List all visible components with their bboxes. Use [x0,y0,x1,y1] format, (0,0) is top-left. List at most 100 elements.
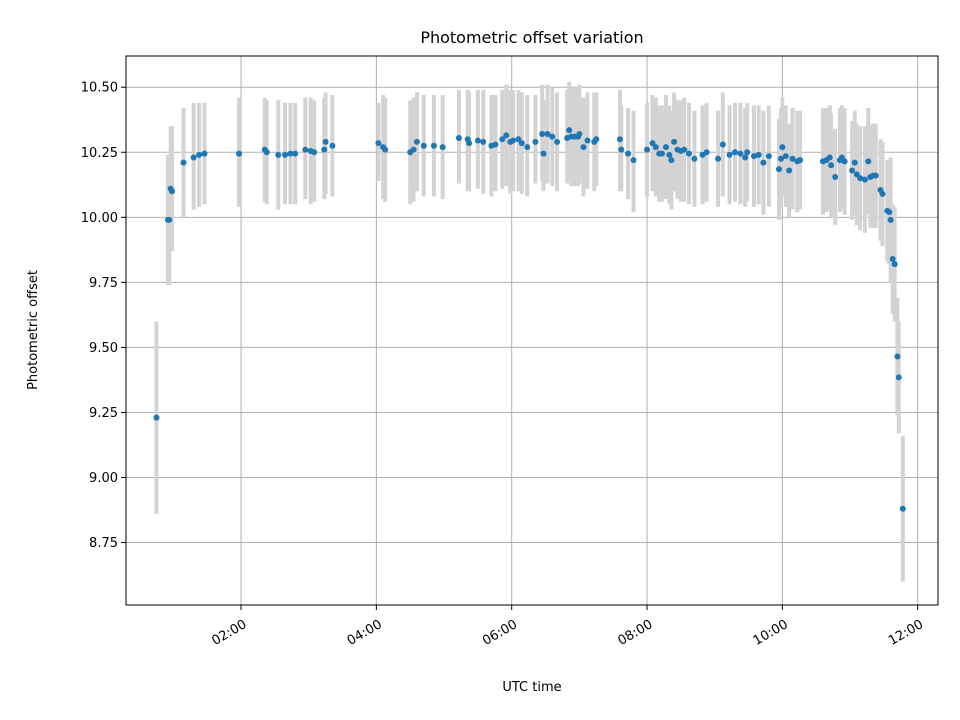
data-point [889,255,896,262]
data-point [630,157,637,164]
data-point [662,144,669,151]
data-point [685,150,692,157]
data-point [169,188,176,195]
data-point [532,138,539,145]
data-point [236,150,243,157]
data-point [566,127,573,134]
y-tick-label: 10.50 [81,81,118,96]
data-point [755,151,762,158]
data-point [894,353,901,360]
data-point [322,138,329,145]
data-point [786,167,793,174]
data-point [789,155,796,162]
y-tick-label: 10.00 [81,211,118,226]
x-axis-label: UTC time [502,680,561,695]
data-point [671,138,678,145]
data-point [196,151,203,158]
data-point [544,131,551,138]
data-point [841,158,848,165]
data-point [263,149,270,156]
data-point [796,157,803,164]
data-point [618,146,625,153]
data-point [765,153,772,160]
data-point [554,138,561,145]
data-point [474,137,481,144]
data-point [540,150,547,157]
data-point [782,153,789,160]
data-point [899,505,906,512]
data-point [420,142,427,149]
axes-frame [125,55,939,606]
data-point [737,150,744,157]
data-point [576,131,583,138]
grid [126,56,938,605]
data-point [779,144,786,151]
data-point [292,150,299,157]
data-point [518,140,525,147]
data-point [410,146,417,153]
chart-title: Photometric offset variation [420,28,643,47]
data-point [180,159,187,166]
data-point [750,153,757,160]
data-point [375,140,382,147]
data-point [413,138,420,145]
data-points [153,127,906,512]
y-tick-label: 8.75 [89,536,118,551]
data-point [287,150,294,157]
data-point [891,261,898,268]
data-point [828,162,835,169]
data-point [742,154,749,161]
data-point [732,149,738,156]
data-point [849,167,856,174]
x-tick-label: 06:00 [480,617,520,649]
data-point [466,140,473,147]
data-point [691,155,698,162]
data-point [851,159,858,166]
data-point [703,149,710,156]
data-point [649,140,656,147]
data-point [861,176,868,183]
data-point [886,209,893,216]
data-point [153,414,160,421]
data-point [719,141,726,148]
data-point [275,151,282,158]
data-point [853,171,860,178]
data-point [580,144,587,151]
data-point [872,172,879,179]
data-point [744,149,751,156]
data-point [775,166,782,173]
data-point [539,131,546,138]
x-tick-label: 04:00 [345,617,385,649]
y-axis-label: Photometric offset [26,270,41,390]
data-point [644,146,651,153]
data-point [430,142,437,149]
data-point [715,155,722,162]
data-point [593,136,600,143]
data-point [681,146,688,153]
data-point [584,137,591,144]
data-point [778,155,785,162]
data-point [832,173,839,180]
data-point [652,144,659,151]
x-tick-label: 02:00 [209,617,249,649]
data-point [760,159,767,166]
y-tick-label: 9.50 [89,341,118,356]
data-point [321,146,328,153]
data-point [658,150,665,157]
data-point [282,151,289,158]
data-point [625,150,632,157]
data-point [492,141,499,148]
x-tick-label: 10:00 [751,617,791,649]
data-point [515,136,522,143]
data-point [524,144,531,151]
data-point [549,133,556,140]
x-tick-label: 12:00 [886,617,926,649]
data-point [455,134,462,141]
data-point [616,136,623,143]
data-point [302,146,309,153]
data-point [503,132,510,139]
data-point [499,136,506,143]
data-point [311,149,318,156]
y-tick-label: 10.25 [81,146,118,161]
